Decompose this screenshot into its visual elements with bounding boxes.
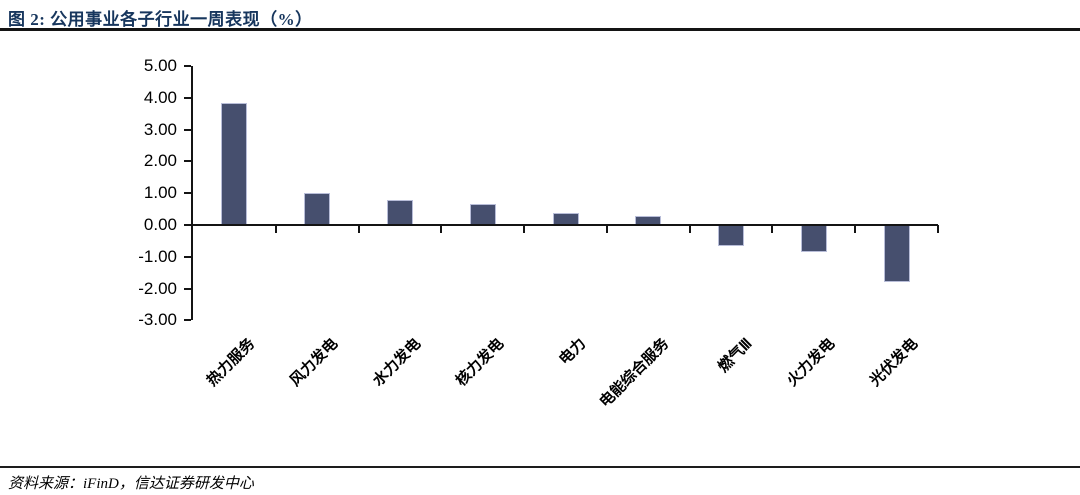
x-axis-tick (440, 225, 443, 233)
bar (469, 204, 496, 225)
y-tick-label: -3.00 (138, 310, 177, 330)
x-category-label: 光伏发电 (866, 335, 921, 390)
y-tick-label: 2.00 (143, 151, 177, 171)
x-category-label: 水力发电 (369, 335, 425, 390)
bar (221, 102, 248, 225)
y-axis-tick (184, 319, 191, 322)
x-category-label: 电能综合服务 (596, 335, 673, 411)
y-tick-label: -2.00 (138, 278, 177, 298)
y-tick-label: 4.00 (143, 87, 177, 107)
x-axis-tick (854, 225, 857, 233)
y-axis-tick (184, 128, 191, 131)
bar (883, 225, 910, 283)
x-category-label: 火力发电 (783, 335, 838, 390)
bar (718, 225, 745, 246)
y-axis-tick (184, 224, 191, 226)
y-axis-tick (184, 255, 191, 258)
x-category-label: 风力发电 (286, 335, 342, 390)
x-category-label: 热力服务 (204, 335, 259, 390)
x-axis-tick (771, 225, 774, 233)
source-divider (0, 466, 1080, 468)
bar (800, 225, 827, 253)
y-tick-label: 5.00 (143, 56, 177, 75)
source-note: 资料来源：iFinD，信达证券研发中心 (8, 476, 254, 492)
x-axis-tick (523, 225, 526, 233)
y-tick-label: 0.00 (143, 215, 177, 234)
x-category-label: 电力 (556, 335, 590, 369)
x-axis-tick (357, 225, 360, 233)
y-tick-label: 1.00 (143, 183, 177, 203)
x-axis-line (191, 224, 938, 226)
x-category-label: 核力发电 (452, 335, 507, 390)
y-tick-label: 3.00 (143, 119, 177, 139)
y-axis-tick (184, 65, 191, 67)
y-axis-tick (184, 96, 191, 99)
y-axis-tick (184, 160, 191, 163)
y-axis-line (191, 66, 193, 321)
bar (386, 199, 413, 225)
x-axis-tick (937, 225, 939, 233)
x-category-label: 燃气Ⅲ (714, 335, 756, 376)
title-underline (0, 28, 1080, 31)
y-tick-label: -1.00 (138, 246, 177, 266)
y-axis-tick (184, 192, 191, 195)
x-axis-tick (688, 225, 691, 233)
y-axis-tick (184, 287, 191, 290)
x-axis-tick (274, 225, 277, 233)
figure-title: 图 2: 公用事业各子行业一周表现（%） (8, 10, 313, 29)
x-axis-tick (605, 225, 608, 233)
bar (304, 193, 331, 225)
